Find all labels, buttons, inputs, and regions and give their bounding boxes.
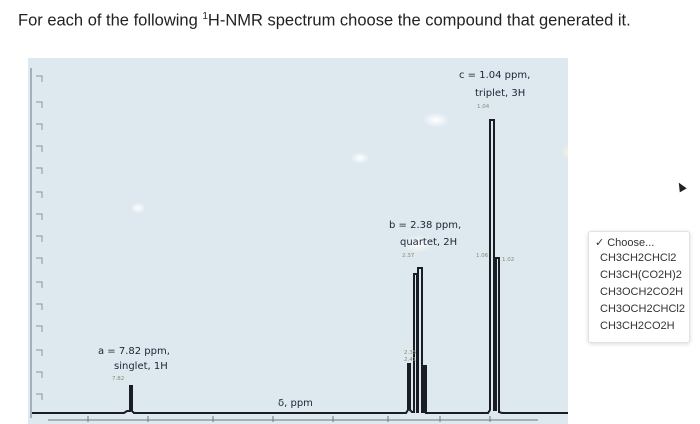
peak-a-tick-label: 7.82 — [112, 376, 125, 382]
peak-a-label-line1: a = 7.82 ppm, — [98, 346, 170, 357]
question-text: For each of the following 1H-NMR spectru… — [18, 6, 688, 32]
peak-c-label-line2: triplet, 3H — [475, 88, 526, 99]
peak-a-label-line2: singlet, 1H — [114, 361, 168, 372]
y-axis-scale — [30, 68, 43, 418]
question-before: For each of the following — [18, 11, 203, 30]
peak-b-tick-label: 2.35 — [404, 350, 417, 356]
peak-c-tick-label: 1.02 — [502, 257, 515, 263]
glare-spot — [130, 202, 146, 214]
peak-c-tick-label: 1.06 — [476, 253, 489, 259]
dropdown-option[interactable]: CH3OCH2CHCl2 — [600, 303, 685, 315]
mouse-cursor-icon — [675, 180, 687, 193]
x-axis — [48, 416, 538, 422]
question-after: H-NMR spectrum choose the compound that … — [207, 11, 631, 30]
glare-spot — [402, 235, 434, 253]
peak-b-label-line1: b = 2.38 ppm, — [389, 220, 462, 231]
peak-b-tick-label: 2.41 — [404, 357, 417, 363]
glare-spot — [561, 144, 568, 160]
peak-b-tick-label: 2.37 — [402, 253, 415, 259]
nmr-spectrum-photo: a = 7.82 ppm, singlet, 1H 7.82 b = 2.38 … — [28, 58, 568, 424]
compound-select-dropdown[interactable]: ✓ Choose... CH3CH2CHCl2 CH3CH(CO2H)2 CH3O… — [588, 231, 690, 343]
dropdown-option[interactable]: CH3CH(CO2H)2 — [600, 269, 682, 281]
dropdown-option[interactable]: CH3CH2CO2H — [600, 320, 675, 332]
peak-b-label-line2: quartet, 2H — [400, 237, 458, 248]
peak-c-tick-label: 1.04 — [477, 104, 490, 110]
spectrum-trace — [32, 119, 568, 414]
dropdown-option[interactable]: CH3OCH2CO2H — [600, 286, 684, 298]
question-superscript: 1 — [202, 11, 208, 22]
dropdown-option[interactable]: CH3CH2CHCl2 — [600, 252, 677, 264]
dropdown-selected-option[interactable]: ✓ Choose... — [589, 232, 689, 250]
glare-spot — [350, 152, 370, 164]
checkmark-icon: ✓ — [595, 237, 605, 249]
x-axis-label: δ, ppm — [278, 398, 313, 409]
nmr-spectrum-image — [28, 58, 568, 424]
dropdown-selected-label: Choose... — [607, 237, 655, 249]
peak-c-label-line1: c = 1.04 ppm, — [459, 70, 531, 81]
glare-spot — [422, 112, 450, 128]
